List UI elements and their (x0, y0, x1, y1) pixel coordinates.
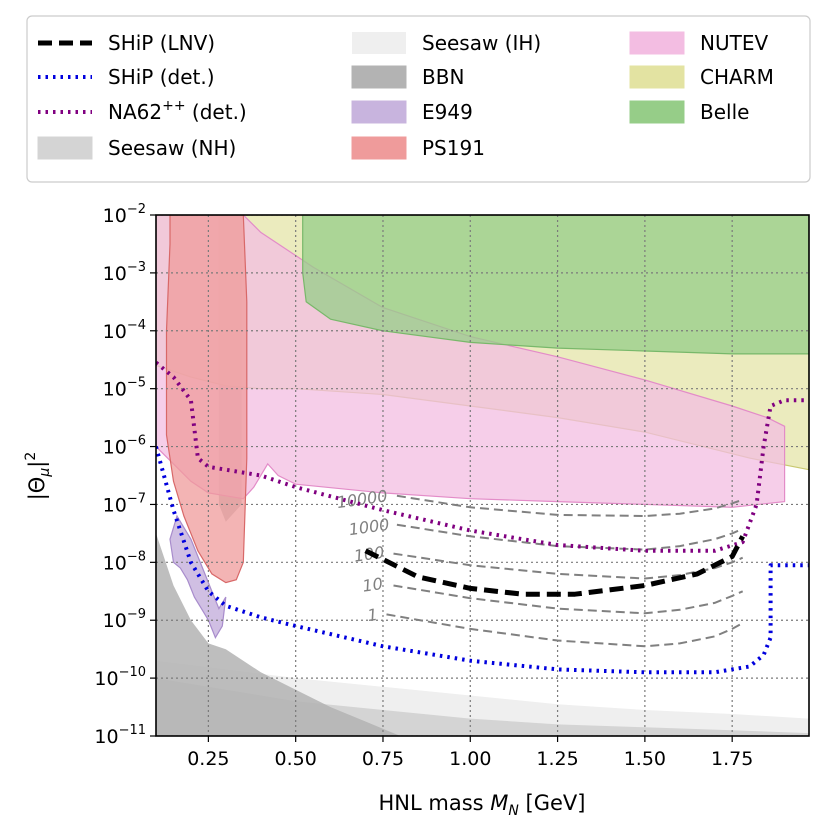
y-tick-label: 10−11 (94, 723, 146, 748)
legend-label-bbn: BBN (422, 65, 464, 89)
y-tick-label: 10−4 (103, 318, 146, 343)
contour-10000 (396, 494, 744, 518)
grid (156, 215, 809, 736)
legend-label-seesaw_nh: Seesaw (NH) (108, 136, 236, 160)
legend-label-ship_lnv: SHiP (LNV) (108, 31, 215, 55)
y-tick-label: 10−3 (103, 260, 146, 285)
x-tick-label: 0.50 (275, 748, 317, 770)
y-axis-label: |Θμ|2 (23, 452, 53, 501)
x-tick-label: 1.50 (624, 748, 666, 770)
legend-label-seesaw_ih: Seesaw (IH) (422, 31, 541, 55)
x-tick-label: 1.75 (711, 748, 753, 770)
x-axis-label: HNL mass MN [GeV] (379, 791, 586, 819)
y-tick-label: 10−7 (103, 491, 146, 516)
series-na62 (156, 361, 809, 553)
y-axis-ticks: 10−11 10−10 10−9 10−8 10−7 10−6 10−5 10−4 10−3 10… (94, 202, 156, 748)
series-ship_lnv (364, 535, 745, 597)
series-ship_det (156, 446, 809, 675)
contour-1000 (396, 523, 744, 551)
legend-swatch-bbn (351, 65, 407, 89)
legend-swatch-e949 (351, 100, 407, 124)
legend-label-charm: CHARM (700, 65, 774, 89)
sensitivity-curves (156, 361, 809, 675)
legend-frame (26, 15, 811, 183)
legend-swatch-belle (629, 100, 685, 124)
contour-10 (393, 584, 744, 615)
legend: SHiP (LNV) SHiP (det.) NA62++ (det.) Seesaw… (26, 15, 811, 183)
contour-label: 1 (366, 605, 379, 625)
legend-label-nutev: NUTEV (700, 31, 768, 55)
contour-1 (386, 613, 744, 648)
legend-swatch-charm (629, 65, 685, 89)
x-tick-label: 1.25 (536, 748, 578, 770)
x-tick-label: 0.25 (187, 748, 229, 770)
legend-label-ship_det: SHiP (det.) (108, 65, 215, 89)
legend-label-na62: NA62++ (det.) (108, 98, 247, 124)
y-tick-label: 10−2 (103, 202, 146, 227)
y-tick-label: 10−6 (103, 434, 146, 459)
y-tick-label: 10−9 (103, 607, 146, 632)
contour-label: 10 (361, 574, 384, 596)
contour-100 (393, 552, 744, 580)
x-tick-label: 0.75 (362, 748, 404, 770)
x-axis-ticks: 0.25 0.50 0.75 1.00 1.25 1.50 1.75 (187, 736, 753, 770)
x-tick-label: 1.00 (449, 748, 491, 770)
legend-label-ps191: PS191 (422, 136, 485, 160)
legend-swatch-ps191 (351, 136, 407, 160)
legend-label-belle: Belle (700, 100, 749, 124)
y-tick-label: 10−10 (94, 665, 146, 690)
legend-label-e949: E949 (422, 100, 473, 124)
y-tick-label: 10−8 (103, 549, 146, 574)
legend-swatch-seesaw_nh (37, 136, 93, 160)
legend-swatch-seesaw_ih (352, 32, 406, 54)
y-tick-label: 10−5 (103, 376, 146, 401)
region-ps191 (165, 215, 248, 584)
legend-swatch-nutev (629, 31, 685, 55)
region-bbn (156, 533, 401, 736)
plot-frame (155, 214, 810, 737)
region-belle (302, 215, 809, 355)
